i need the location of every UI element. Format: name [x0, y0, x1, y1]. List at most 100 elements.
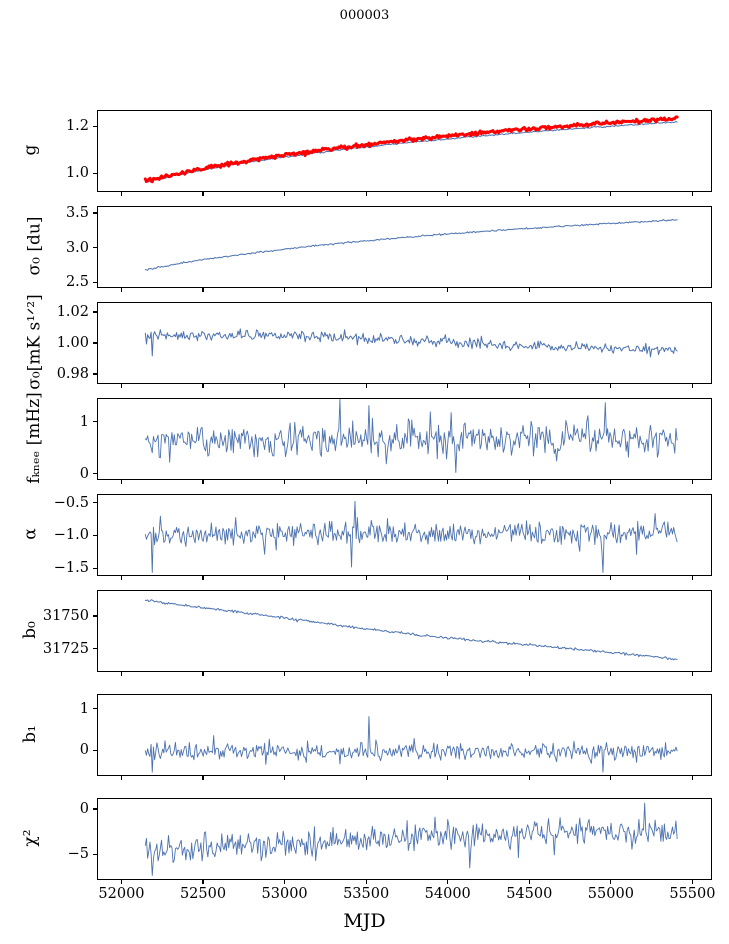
y-tick-label: 1.2 — [65, 118, 89, 135]
x-tick-mark — [610, 672, 612, 676]
x-tick-mark — [691, 576, 693, 580]
x-tick-label: 53000 — [261, 886, 308, 902]
y-tick-mark — [93, 808, 97, 810]
x-tick-mark — [365, 776, 367, 780]
plot-panel-alpha — [97, 494, 712, 576]
x-tick-mark — [528, 288, 530, 292]
x-tick-mark — [447, 192, 449, 196]
y-tick-label: 0 — [79, 465, 89, 482]
x-tick-mark — [447, 480, 449, 484]
y-tick-mark — [93, 342, 97, 344]
x-tick-mark — [365, 672, 367, 676]
x-tick-mark — [691, 192, 693, 196]
y-tick-label: 1 — [79, 700, 89, 717]
x-tick-mark — [120, 672, 123, 676]
x-tick-mark — [120, 880, 123, 884]
y-tick-mark — [93, 125, 97, 127]
x-tick-mark — [610, 384, 612, 388]
x-tick-mark — [691, 384, 693, 388]
plot-panel-chi-2 — [97, 798, 712, 880]
x-tick-mark — [283, 192, 286, 196]
x-tick-mark — [120, 480, 123, 484]
y-tick-label: 0 — [79, 742, 89, 759]
plot-panel-f-knee-mhz- — [97, 398, 712, 480]
x-tick-mark — [691, 880, 693, 884]
y-tick-mark — [93, 247, 97, 249]
x-tick-label: 54000 — [424, 886, 471, 902]
x-tick-mark — [283, 672, 286, 676]
y-tick-mark — [93, 647, 97, 650]
x-tick-mark — [528, 776, 530, 780]
x-tick-label: 52500 — [179, 886, 227, 902]
y-axis-label-alpha: α — [20, 528, 41, 540]
x-tick-mark — [447, 776, 449, 780]
x-tick-mark — [447, 672, 449, 676]
y-tick-mark — [93, 281, 97, 284]
y-tick-mark — [93, 420, 97, 423]
x-tick-mark — [447, 880, 449, 884]
y-tick-label: 0 — [79, 800, 89, 817]
x-tick-mark — [691, 288, 693, 292]
x-tick-label: 52000 — [98, 886, 145, 902]
x-tick-mark — [202, 192, 204, 196]
y-tick-label: 3.0 — [65, 239, 89, 256]
x-tick-mark — [528, 480, 530, 484]
x-tick-mark — [365, 192, 367, 196]
x-tick-mark — [691, 776, 693, 780]
y-tick-mark — [93, 567, 97, 569]
x-tick-mark — [202, 288, 204, 292]
y-tick-mark — [93, 373, 97, 375]
y-tick-label: 2.5 — [65, 274, 89, 291]
x-tick-mark — [691, 480, 693, 484]
x-tick-mark — [528, 672, 530, 676]
plot-panel-b-1 — [97, 694, 712, 776]
x-tick-mark — [120, 776, 123, 780]
y-tick-mark — [93, 212, 97, 214]
x-tick-label: 54500 — [506, 886, 553, 902]
y-axis-label-f-knee-mhz-: fₖₙₑₑ [mHz] — [23, 392, 44, 484]
x-tick-mark — [365, 288, 367, 292]
y-tick-label: −1.5 — [53, 560, 89, 577]
y-tick-mark — [93, 615, 97, 617]
plot-panel-b-0 — [97, 590, 712, 672]
y-axis-label-sigma-0-du-: σ₀ [du] — [23, 216, 44, 276]
x-tick-mark — [283, 576, 286, 580]
x-tick-mark — [447, 288, 449, 292]
y-tick-mark — [93, 853, 97, 856]
y-tick-mark — [93, 501, 97, 504]
x-tick-label: 55000 — [587, 886, 634, 902]
x-tick-mark — [528, 384, 530, 388]
figure-title: 000003 — [339, 8, 390, 23]
x-tick-mark — [610, 776, 612, 780]
y-tick-label: 3.5 — [65, 204, 89, 221]
y-tick-mark — [93, 707, 97, 710]
x-tick-mark — [691, 672, 693, 676]
x-tick-mark — [610, 480, 612, 484]
x-tick-label: 53500 — [343, 886, 390, 902]
plot-panel-sigma-0-mk-s-1-2- — [97, 302, 712, 384]
y-tick-mark — [93, 311, 97, 313]
x-tick-mark — [365, 384, 367, 388]
y-axis-label-b-0: b₀ — [19, 621, 40, 639]
x-tick-mark — [610, 576, 612, 580]
x-tick-label: 55500 — [669, 886, 716, 902]
x-tick-mark — [202, 480, 204, 484]
y-tick-mark — [93, 534, 97, 536]
x-tick-mark — [120, 288, 123, 292]
y-tick-label: 31725 — [42, 640, 89, 657]
y-tick-mark — [93, 473, 97, 475]
x-tick-mark — [365, 880, 367, 884]
x-tick-mark — [610, 288, 612, 292]
y-axis-label-b-1: b₁ — [19, 725, 40, 743]
x-tick-mark — [447, 384, 449, 388]
x-tick-mark — [447, 576, 449, 580]
x-tick-mark — [283, 880, 286, 884]
y-axis-label-chi-2: χ² — [20, 829, 41, 847]
y-tick-label: 31750 — [42, 608, 89, 625]
y-tick-label: 1.02 — [56, 304, 89, 321]
x-tick-mark — [365, 576, 367, 580]
y-tick-label: 1.0 — [65, 165, 89, 182]
y-tick-label: 1.00 — [56, 335, 89, 351]
x-tick-mark — [202, 776, 204, 780]
x-tick-mark — [528, 192, 530, 196]
